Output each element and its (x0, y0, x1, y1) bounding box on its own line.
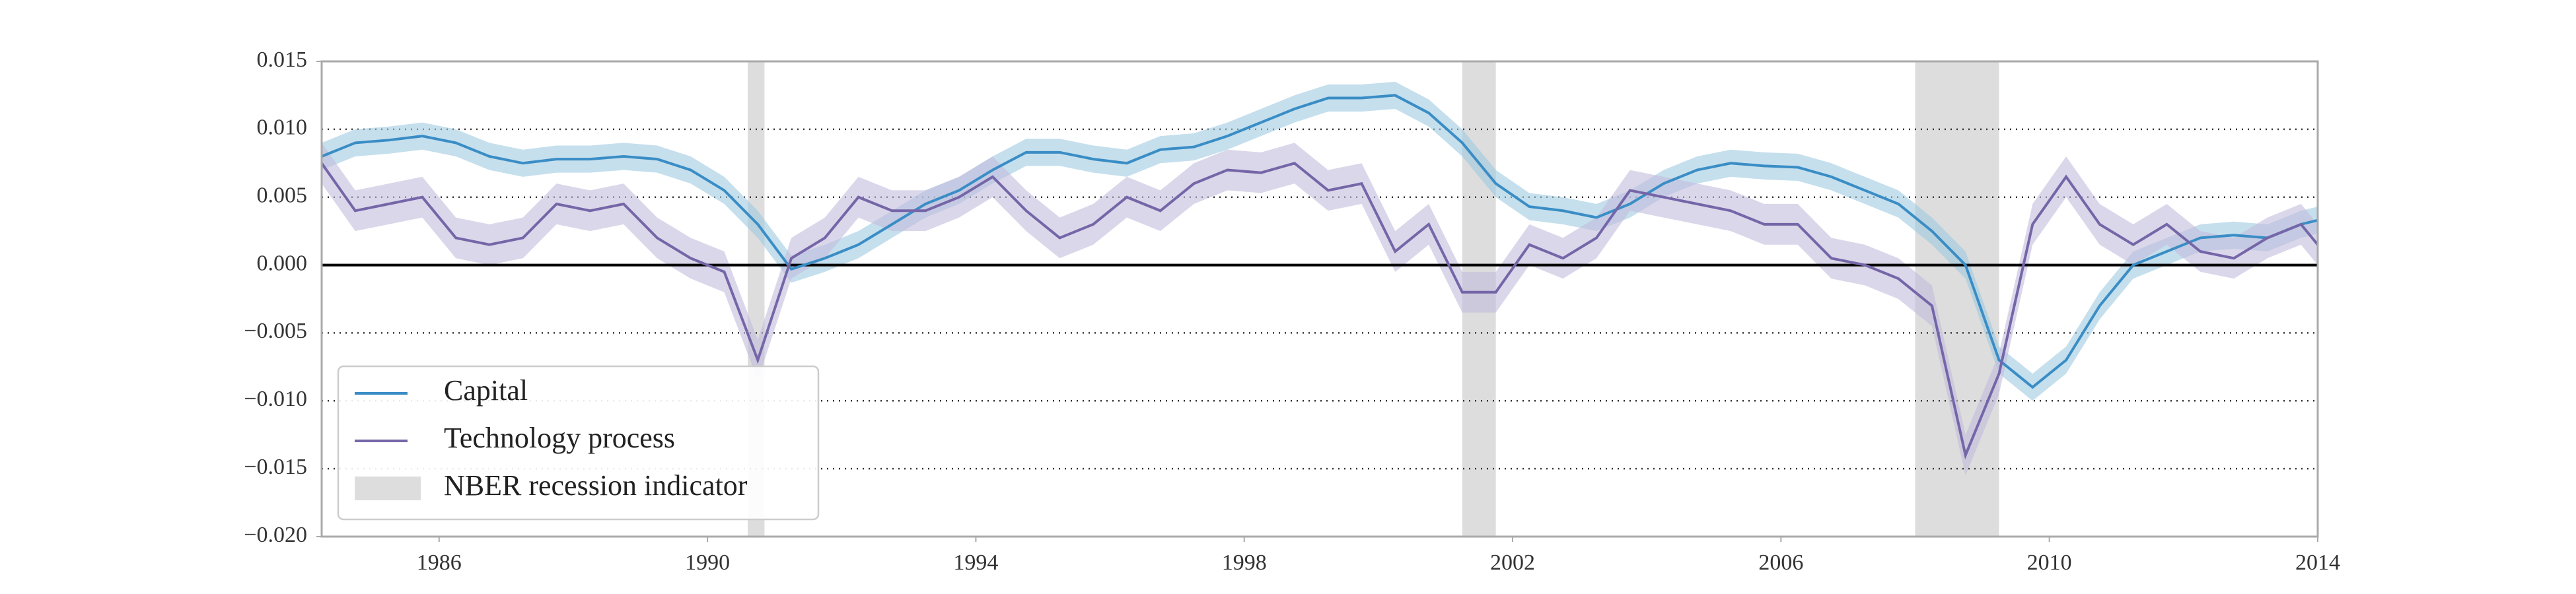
legend-label: Technology process (444, 422, 675, 454)
y-tick-label: −0.020 (244, 523, 307, 547)
legend-label: NBER recession indicator (444, 469, 748, 502)
x-tick-label: 2006 (1758, 550, 1803, 575)
series-line (320, 162, 2319, 460)
y-tick-label: 0.010 (257, 116, 308, 140)
x-tick-label: 1994 (953, 550, 998, 575)
y-tick-label: −0.005 (244, 319, 307, 343)
y-tick-label: −0.010 (244, 387, 307, 411)
series-line (321, 94, 2318, 389)
x-tick-label: 2010 (2027, 550, 2072, 575)
confidence-band (322, 143, 2318, 476)
x-tick-label: 2014 (2295, 550, 2340, 575)
legend-box (337, 365, 820, 521)
legend-swatch (355, 477, 421, 500)
confidence-band (322, 81, 2318, 401)
y-tick-label: 0.005 (257, 183, 308, 208)
legend-label: Capital (444, 374, 528, 407)
x-tick-label: 1998 (1222, 550, 1267, 575)
x-tick-label: 1986 (417, 550, 462, 575)
y-tick-label: 0.000 (257, 251, 308, 275)
y-tick-label: −0.015 (244, 455, 307, 479)
y-tick-label: 0.015 (257, 48, 308, 72)
x-tick-label: 1990 (685, 550, 730, 575)
plot-frame (320, 60, 2319, 538)
x-tick-label: 2002 (1490, 550, 1535, 575)
